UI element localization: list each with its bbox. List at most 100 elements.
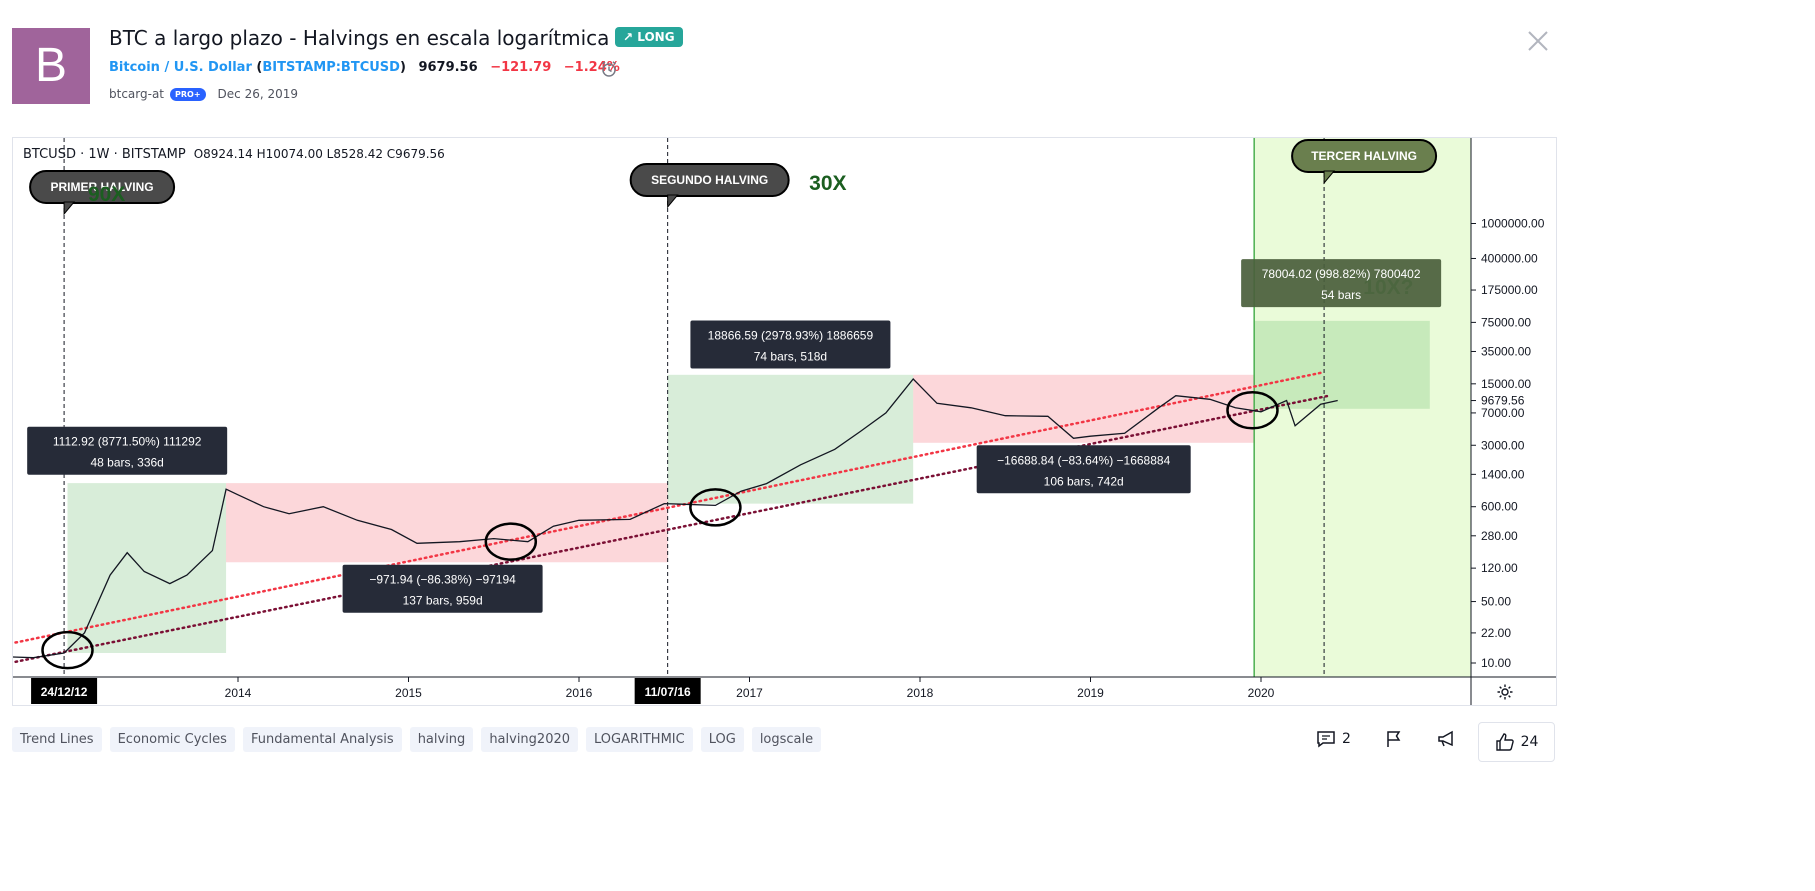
comments-count: 2 [1342,731,1351,747]
y-tick-label: 7000.00 [1481,406,1525,420]
y-tick-label: 400000.00 [1481,251,1538,265]
x-tick-label: 2020 [1248,686,1275,700]
legend-ohlc: O8924.14 H10074.00 L8528.42 C9679.56 [193,147,445,161]
tag-chip[interactable]: Economic Cycles [109,727,235,752]
thumbs-up-icon [1495,733,1514,751]
tag-chip[interactable]: Trend Lines [12,727,102,752]
chart-panel[interactable]: PRIMER HALVING SEGUNDO HALVING TERCER HALV… [12,137,1557,706]
range-stat-line: −16688.84 (−83.64%) −1668884 [997,453,1170,467]
halving-callout-label: PRIMER HALVING [51,180,154,194]
callout-pointer [667,194,679,209]
y-tick-label: 75000.00 [1481,315,1531,329]
range-stat-box [690,320,891,369]
trend-line [13,394,1331,664]
price-change: −121.79 [490,60,552,75]
callout-pointer [1323,170,1336,185]
range-stat-line: 18866.59 (2978.93%) 1886659 [708,329,874,343]
last-price-label: 9679.56 [1481,394,1525,408]
y-tick-label: 600.00 [1481,500,1518,514]
x-marker-box [634,678,701,704]
comment-icon [1317,731,1335,748]
x-marker-label: 11/07/16 [645,685,691,699]
price-series-line[interactable] [13,378,1338,659]
gear-icon[interactable] [1496,683,1514,701]
x-tick-label: 2019 [1077,686,1104,700]
share-button[interactable] [1437,730,1457,748]
price-chart[interactable]: PRIMER HALVING SEGUNDO HALVING TERCER HALV… [13,138,1556,705]
halving-callout [629,163,790,197]
y-tick-label: 22.00 [1481,626,1511,640]
x-marker-box [31,678,98,704]
y-tick-label: 1400.00 [1481,467,1525,481]
symbol-ticker-wrap: (BITSTAMP:BTCUSD) [256,60,406,75]
y-tick-label: 10.00 [1481,656,1511,670]
y-tick-label: 175000.00 [1481,283,1538,297]
halving-callout-label: TERCER HALVING [1311,149,1417,163]
multiple-label: 30X [809,172,846,195]
tag-chip[interactable]: Fundamental Analysis [242,727,402,752]
flag-button[interactable] [1385,730,1403,748]
annotation-circle [689,488,742,527]
x-tick-label: 2018 [907,686,934,700]
legend-symbol: BTCUSD · 1W · BITSTAMP [23,147,186,162]
halving-callout [29,170,176,204]
meta-row: btcarg-at PRO+ Dec 26, 2019 [109,87,298,101]
x-marker-label: 24/12/12 [41,685,88,699]
bull-range-zone [1254,320,1430,409]
y-tick-label: 1000000.00 [1481,217,1545,231]
y-tick-label: 15000.00 [1481,377,1531,391]
author-name[interactable]: btcarg-at [109,87,165,101]
tag-chip[interactable]: halving [409,727,474,752]
range-stat-line: 106 bars, 742d [1044,474,1124,488]
publish-date: Dec 26, 2019 [217,87,299,101]
alarm-clock-icon[interactable] [600,60,618,78]
comments-button[interactable]: 2 [1316,730,1351,748]
pro-badge: PRO+ [170,88,206,101]
close-icon[interactable] [1526,29,1550,53]
multiple-label: 90X [88,183,125,206]
chart-legend: BTCUSD · 1W · BITSTAMP O8924.14 H10074.00… [23,147,445,162]
halving-callout [1291,139,1438,173]
range-stat-line: 54 bars [1321,288,1361,302]
bull-range-zone [667,374,914,504]
range-stat-box [27,426,228,475]
annotation-circle [484,522,538,561]
x-tick-label: 2014 [225,686,252,700]
y-tick-label: 120.00 [1481,561,1518,575]
long-badge: ↗ LONG [615,27,683,47]
range-stat-line: 74 bars, 518d [754,350,827,364]
annotation-circle [41,630,94,670]
like-button[interactable]: 24 [1478,722,1555,762]
tag-chip[interactable]: logscale [751,727,822,752]
range-stat-box [342,564,543,613]
price-change-percent: −1.24% [563,60,620,75]
y-tick-label: 50.00 [1481,595,1511,609]
author-avatar[interactable]: B [12,28,90,104]
x-tick-label: 2016 [566,686,593,700]
symbol-row: Bitcoin / U.S. Dollar (BITSTAMP:BTCUSD) … [109,60,620,75]
flag-icon [1387,731,1401,747]
range-stat-box [976,445,1191,494]
bear-range-zone [226,483,668,563]
annotation-circle [1226,391,1279,430]
range-stat-line: −971.94 (−86.38%) −97194 [369,573,516,587]
symbol-name-link[interactable]: Bitcoin / U.S. Dollar [109,60,252,75]
y-tick-label: 280.00 [1481,529,1518,543]
symbol-ticker-link[interactable]: BITSTAMP:BTCUSD [262,60,400,75]
x-tick-label: 2015 [395,686,422,700]
range-stat-line: 137 bars, 959d [403,594,483,608]
range-stat-line: 1112.92 (8771.50%) 111292 [53,435,202,449]
range-stat-box [1241,259,1442,308]
tag-chip[interactable]: LOGARITHMIC [586,727,693,752]
last-price: 9679.56 [418,60,478,75]
halving-highlight-region [1254,138,1471,677]
bear-range-zone [913,374,1255,443]
range-stat-line: 78004.02 (998.82%) 7800402 [1262,267,1421,281]
halving-callout-label: SEGUNDO HALVING [651,173,768,187]
y-tick-label: 35000.00 [1481,344,1531,358]
tag-chip[interactable]: halving2020 [481,727,579,752]
tag-list: Trend Lines Economic Cycles Fundamental An… [12,727,822,752]
tag-chip[interactable]: LOG [700,727,744,752]
megaphone-icon [1438,730,1453,747]
callout-pointer [63,201,76,216]
